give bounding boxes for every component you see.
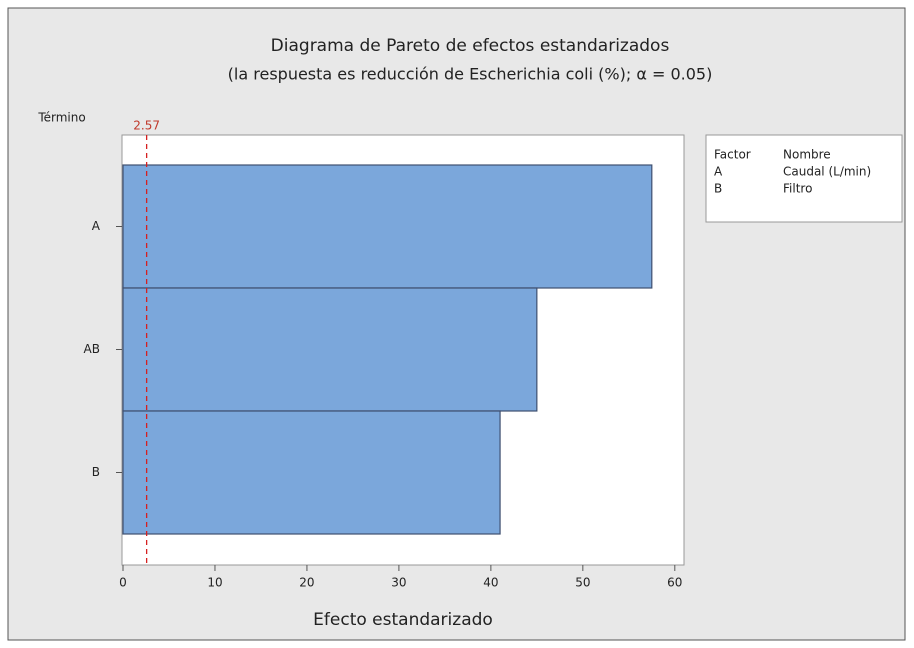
chart-subtitle: (la respuesta es reducción de Escherichi… [228,65,713,84]
legend-header: Nombre [783,148,831,162]
bar [122,287,538,412]
legend-cell: B [714,182,722,196]
legend-header: Factor [714,148,751,162]
legend-cell: Filtro [783,182,812,196]
chart-title: Diagrama de Pareto de efectos estandariz… [271,36,670,56]
y-tick-label: AB [84,342,100,356]
y-axis-label: Término [37,111,85,125]
legend-box [705,134,903,223]
y-tick-label: A [92,219,101,233]
x-tick-label: 40 [483,576,498,590]
x-tick-label: 20 [299,576,314,590]
x-tick-label: 50 [575,576,590,590]
x-tick-label: 60 [667,576,682,590]
reference-label: 2.57 [133,119,160,133]
bar [122,164,653,289]
x-tick-label: 30 [391,576,406,590]
x-tick-label: 0 [119,576,127,590]
legend-cell: Caudal (L/min) [783,165,871,179]
x-tick-label: 10 [207,576,222,590]
x-axis-label: Efecto estandarizado [313,610,493,630]
legend-cell: A [714,165,723,179]
y-tick-label: B [92,465,100,479]
bar [122,410,501,535]
